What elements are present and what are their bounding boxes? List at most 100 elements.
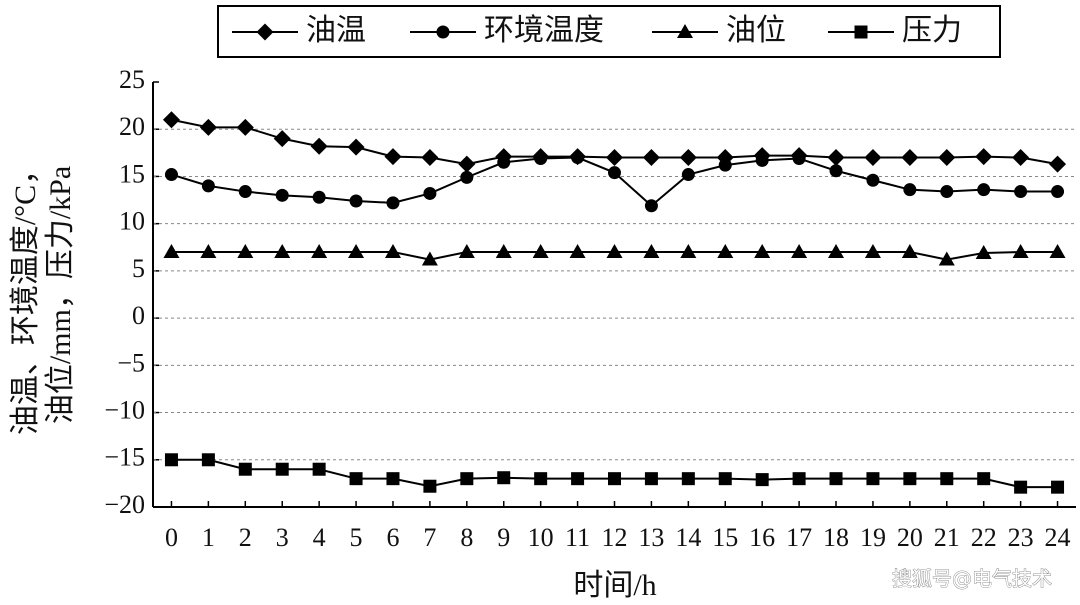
marker: [829, 472, 843, 486]
marker: [349, 194, 363, 208]
legend-label: 压力: [902, 14, 962, 47]
x-tick-label: 1: [202, 523, 215, 552]
marker: [717, 244, 734, 258]
marker: [384, 148, 402, 166]
marker: [164, 453, 178, 467]
marker: [458, 155, 476, 173]
y-tick-label: 15: [119, 159, 145, 188]
marker: [571, 472, 585, 486]
marker: [384, 244, 401, 258]
legend-label: 环境温度: [484, 14, 604, 47]
y-tick-label: −10: [104, 396, 145, 425]
marker: [643, 244, 660, 258]
marker: [1051, 185, 1065, 199]
marker: [495, 244, 512, 258]
x-tick-label: 0: [165, 523, 178, 552]
marker: [828, 244, 845, 258]
x-tick-label: 12: [602, 523, 628, 552]
marker: [975, 148, 993, 166]
x-tick-label: 4: [313, 523, 326, 552]
marker: [938, 251, 955, 266]
x-tick-label: 24: [1045, 523, 1071, 552]
marker: [792, 472, 806, 486]
marker: [940, 472, 954, 486]
x-tick-label: 3: [276, 523, 289, 552]
marker: [644, 199, 658, 213]
legend-box: [217, 5, 1001, 58]
marker: [199, 118, 217, 136]
marker: [718, 158, 732, 172]
legend-label: 油温: [306, 14, 366, 47]
marker: [901, 244, 918, 258]
marker: [903, 183, 917, 197]
x-tick-label: 18: [823, 523, 849, 552]
marker: [606, 244, 623, 258]
marker: [1051, 480, 1065, 494]
x-tick-label: 11: [565, 523, 590, 552]
marker: [866, 173, 880, 187]
marker: [866, 472, 880, 486]
marker: [237, 244, 254, 258]
marker: [977, 183, 991, 197]
marker: [534, 472, 548, 486]
marker: [274, 244, 291, 258]
marker: [275, 462, 289, 476]
x-tick-label: 22: [971, 523, 997, 552]
marker: [273, 130, 291, 148]
marker: [755, 153, 769, 167]
x-tick-label: 7: [423, 523, 436, 552]
marker: [347, 138, 365, 156]
marker: [791, 244, 808, 258]
marker: [348, 244, 365, 258]
marker: [238, 185, 252, 199]
marker: [201, 453, 215, 467]
legend-marker: [256, 23, 274, 41]
x-tick-label: 8: [460, 523, 473, 552]
marker: [238, 462, 252, 476]
x-tick-label: 2: [239, 523, 252, 552]
marker: [1049, 155, 1067, 173]
x-tick-label: 16: [749, 523, 775, 552]
legend-marker: [677, 24, 693, 38]
x-tick-label: 17: [786, 523, 812, 552]
marker: [940, 185, 954, 199]
marker: [755, 473, 769, 487]
marker: [792, 152, 806, 165]
marker: [642, 149, 660, 167]
x-tick-label: 5: [350, 523, 363, 552]
marker: [275, 188, 289, 202]
marker: [421, 251, 438, 266]
y-axis-label: 油位/mm，压力/kPa: [44, 166, 77, 424]
marker: [681, 168, 695, 182]
marker: [608, 166, 621, 180]
watermark: 搜狐号@电气技术: [892, 567, 1052, 591]
y-tick-label: 5: [132, 254, 145, 283]
legend-label: 油位: [726, 14, 786, 47]
marker: [163, 244, 180, 258]
marker: [608, 472, 621, 486]
x-tick-label: 20: [897, 523, 923, 552]
marker: [386, 196, 400, 210]
marker: [903, 472, 917, 486]
marker: [423, 186, 437, 200]
x-tick-label: 9: [497, 523, 510, 552]
marker: [569, 244, 586, 258]
marker: [644, 472, 658, 486]
marker: [310, 137, 328, 155]
marker: [349, 472, 363, 486]
marker: [532, 244, 549, 258]
x-tick-label: 14: [675, 523, 701, 552]
marker: [312, 190, 326, 204]
marker: [754, 244, 771, 258]
marker: [864, 244, 881, 258]
marker: [423, 479, 437, 493]
y-tick-label: 20: [119, 112, 145, 141]
marker: [1014, 480, 1028, 494]
marker: [386, 472, 400, 486]
marker: [200, 244, 217, 258]
marker: [829, 164, 843, 178]
y-tick-label: −20: [104, 490, 145, 519]
marker: [460, 170, 474, 184]
legend-marker: [854, 25, 868, 39]
marker: [1014, 185, 1028, 199]
